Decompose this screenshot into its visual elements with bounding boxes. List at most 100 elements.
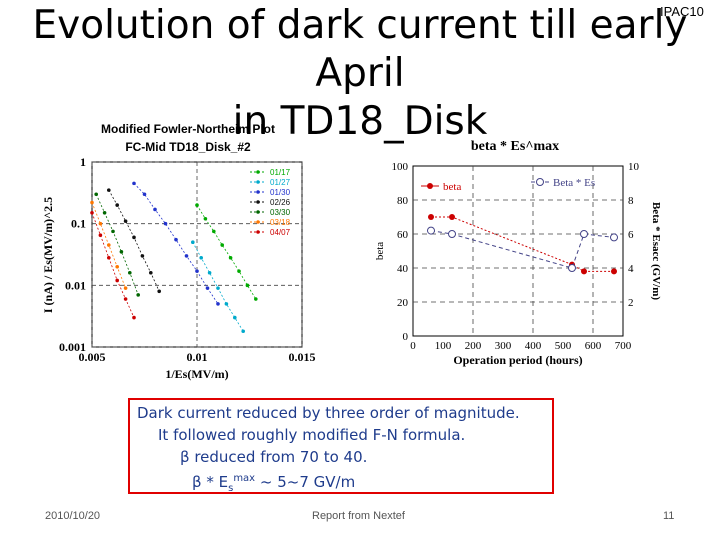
beta-x-tick-label: 0 <box>410 340 416 352</box>
fn-legend-label: 01/17 <box>270 168 291 177</box>
summary-line-4-prefix: β * E <box>192 473 229 491</box>
fn-ticks: 0.005 0.01 0.015 1 0.1 0.01 0.001 <box>59 155 316 364</box>
summary-line-3: β reduced from 70 to 40. <box>180 448 368 466</box>
title-line-2: in TD18_Disk <box>232 99 488 144</box>
beta-x-tick-label: 500 <box>555 340 572 352</box>
fn-data-point <box>90 211 94 215</box>
footer-date: 2010/10/20 <box>45 510 101 522</box>
fn-legend-label: 02/26 <box>270 198 291 207</box>
summary-line-1: Dark current reduced by three order of m… <box>137 404 520 422</box>
fn-y-axis-label: I (nA) / Es(MV/m)^2.5 <box>41 197 55 313</box>
beta-es-data-point <box>427 226 435 235</box>
beta-y-tick-label: 20 <box>397 297 409 309</box>
fn-legend-marker <box>256 200 260 204</box>
summary-box: Dark current reduced by three order of m… <box>128 398 554 494</box>
fn-data-point <box>203 216 208 221</box>
fn-data-point <box>142 192 147 197</box>
footer-source: Report from Nextef <box>312 510 405 522</box>
footer-page-number: 11 <box>663 510 675 522</box>
beta-y-tick-label: 80 <box>397 195 409 207</box>
beta-data-point <box>449 214 455 220</box>
beta-y-tick-label: 0 <box>403 331 409 343</box>
fn-legend-marker <box>256 220 260 224</box>
beta-plot-frame <box>412 165 624 337</box>
fn-data-point <box>195 269 199 273</box>
beta-y2-tick-label: 4 <box>628 263 634 275</box>
beta-series-line <box>430 230 615 269</box>
beta-x-tick-label: 200 <box>465 340 482 352</box>
fn-y-tick-label: 0.1 <box>71 217 86 231</box>
summary-line-4: β * Esmax ~ 5~7 GV/m <box>130 468 552 500</box>
fn-y-tick-label: 0.001 <box>59 340 86 354</box>
fn-legend-marker <box>256 180 260 184</box>
fn-data-point <box>245 283 250 288</box>
beta-data-point <box>428 214 434 220</box>
beta-es-legend-label: Beta * Es <box>553 177 595 189</box>
fn-data-point <box>136 293 140 297</box>
summary-line-4-suffix: ~ 5~7 GV/m <box>255 473 356 491</box>
fn-data-point <box>195 203 199 207</box>
beta-y2-tick-label: 6 <box>628 229 634 241</box>
fn-data-point <box>205 286 210 290</box>
fn-y-tick-label: 1 <box>80 155 86 169</box>
fn-series-line <box>95 194 139 296</box>
beta-es-legend-marker <box>536 178 544 186</box>
beta-y-tick-label: 100 <box>392 161 409 173</box>
fn-legend-label: 01/30 <box>270 188 291 197</box>
fn-data-point <box>216 286 220 290</box>
fn-data-point <box>107 243 111 247</box>
fn-data-point <box>149 270 153 275</box>
conference-tag: IPAC10 <box>660 4 704 19</box>
fn-data-point <box>216 302 220 306</box>
fn-data-point <box>111 229 115 234</box>
beta-legend: beta Beta * Es <box>421 177 595 193</box>
fn-data-point <box>123 297 128 301</box>
fn-data-point <box>107 255 111 260</box>
fn-x-tick-label: 0.005 <box>79 350 106 364</box>
beta-es-data-point <box>448 230 456 238</box>
fn-data-point <box>191 240 195 245</box>
fn-data-point <box>123 219 128 223</box>
fn-data-point <box>132 181 136 186</box>
fn-series-line <box>196 204 257 300</box>
fn-legend-marker <box>256 170 260 174</box>
beta-x-tick-label: 400 <box>525 340 542 352</box>
fn-data-point <box>98 221 103 226</box>
beta-x-tick-label: 100 <box>435 340 452 352</box>
fn-chart-title: Modified Fowler-Northeim Plot <box>101 122 275 136</box>
beta-x-axis-label: Operation period (hours) <box>453 353 582 367</box>
fn-legend-label: 01/27 <box>270 178 291 187</box>
fn-data-point <box>237 269 241 273</box>
beta-es-data-point <box>568 264 576 272</box>
beta-y2-tick-label: 10 <box>628 161 640 173</box>
title-line-1: Evolution of dark current till early Apr… <box>32 3 688 96</box>
beta-x-tick-label: 600 <box>585 340 602 352</box>
fn-data-point <box>184 254 189 258</box>
fn-legend-marker <box>256 190 260 194</box>
fn-data-point <box>115 278 119 283</box>
fn-chart-subtitle: FC-Mid TD18_Disk_#2 <box>125 140 251 154</box>
fn-series-line <box>91 212 135 318</box>
fn-legend-label: 03/30 <box>270 208 291 217</box>
summary-line-4-sub: s <box>228 483 234 494</box>
fn-data-point <box>233 315 237 320</box>
fn-data-point <box>98 233 103 238</box>
fn-data-point <box>140 254 145 258</box>
fn-grid <box>91 161 303 348</box>
fn-legend-label: 04/07 <box>270 228 291 237</box>
beta-y2-tick-label: 2 <box>628 297 634 309</box>
fn-data-point <box>115 264 119 269</box>
fn-data-point <box>153 207 157 212</box>
fn-data-point <box>132 235 136 240</box>
fn-data-point <box>207 270 212 275</box>
fn-x-tick-label: 0.01 <box>187 350 208 364</box>
fn-data-point <box>102 211 107 215</box>
beta-y2-tick-label: 8 <box>628 195 634 207</box>
beta-data-point <box>611 268 617 275</box>
beta-y2-axis-label: Beta * Esacc (GV/m) <box>650 202 662 300</box>
beta-series-line <box>431 216 614 272</box>
beta-x-tick-label: 300 <box>495 340 512 352</box>
fn-data-point <box>163 221 168 226</box>
beta-ticks: 0 100 200 300 400 500 600 700 0 20 40 60 80 100 2 4 6 8 10 <box>392 161 640 352</box>
